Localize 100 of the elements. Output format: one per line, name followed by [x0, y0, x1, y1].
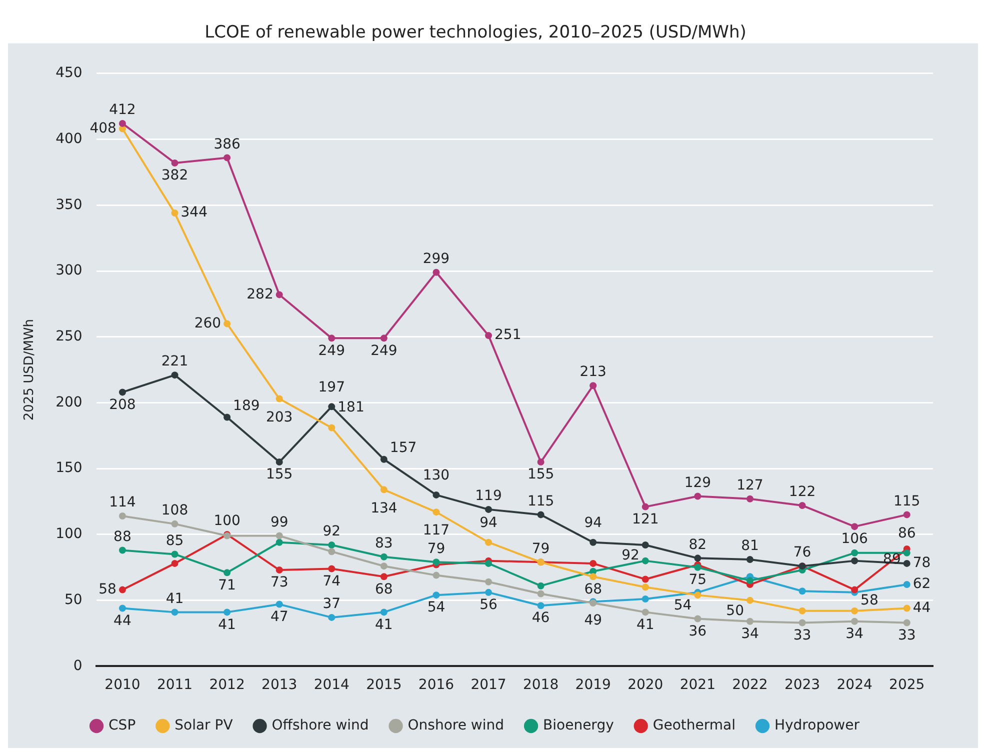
point — [642, 584, 649, 591]
data-label: 85 — [166, 532, 184, 549]
point — [746, 556, 754, 563]
data-label: 62 — [912, 576, 931, 592]
data-label: 117 — [422, 522, 450, 539]
data-label: 155 — [266, 466, 293, 483]
point — [642, 503, 649, 510]
data-label: 100 — [214, 513, 240, 530]
point — [380, 334, 388, 342]
y-tick-label: 350 — [56, 196, 82, 213]
data-label: 92 — [322, 524, 341, 540]
point — [224, 608, 231, 616]
x-tick-label: 2021 — [680, 677, 716, 694]
x-tick-label: 2016 — [418, 677, 454, 694]
data-label: 79 — [427, 540, 446, 557]
point — [380, 608, 388, 616]
point — [328, 614, 336, 621]
data-label: 99 — [270, 514, 288, 530]
point — [851, 557, 858, 564]
point — [485, 506, 492, 513]
point — [171, 608, 178, 616]
data-label: 197 — [318, 379, 346, 396]
data-label: 260 — [194, 315, 222, 332]
point — [276, 566, 283, 574]
data-label: 68 — [584, 581, 602, 598]
point — [851, 523, 858, 530]
legend-label: Offshore wind — [272, 718, 369, 734]
legend-label: CSP — [108, 718, 136, 734]
x-tick-label: 2010 — [104, 677, 140, 694]
x-tick-label: 2015 — [366, 677, 402, 694]
point — [276, 395, 283, 402]
data-label: 408 — [90, 120, 116, 136]
data-label: 81 — [741, 538, 759, 554]
data-label: 127 — [736, 478, 764, 494]
point — [851, 618, 858, 625]
x-tick-label: 2013 — [262, 677, 298, 694]
legend-label: Geothermal — [652, 718, 736, 734]
data-label: 74 — [322, 573, 341, 590]
data-label: 251 — [494, 327, 522, 344]
point — [276, 458, 283, 466]
point — [746, 495, 754, 502]
point — [432, 508, 440, 516]
x-tick-label: 2025 — [889, 677, 925, 694]
data-label: 249 — [318, 342, 346, 359]
x-tick-label: 2018 — [522, 677, 559, 694]
point — [694, 564, 702, 571]
point — [432, 592, 440, 599]
point — [171, 210, 178, 217]
data-label: 94 — [584, 515, 602, 532]
data-label: 189 — [233, 398, 260, 414]
y-tick-label: 150 — [56, 460, 82, 476]
x-tick-label: 2017 — [470, 677, 506, 694]
point — [903, 604, 910, 612]
legend-label: Solar PV — [174, 718, 234, 734]
data-label: 34 — [846, 626, 864, 642]
x-tick-label: 2014 — [314, 677, 350, 694]
data-label: 299 — [422, 250, 450, 267]
point — [537, 590, 544, 598]
point — [380, 553, 388, 560]
data-label: 41 — [218, 616, 236, 633]
point — [224, 569, 231, 576]
y-tick-label: 100 — [56, 526, 82, 542]
data-label: 129 — [684, 474, 712, 491]
data-label: 56 — [480, 597, 498, 614]
data-label: 75 — [688, 572, 707, 588]
data-label: 47 — [270, 608, 288, 625]
point — [380, 456, 388, 463]
data-label: 83 — [375, 536, 393, 552]
point — [590, 382, 597, 390]
point — [798, 607, 806, 614]
point — [224, 414, 231, 421]
point — [485, 588, 492, 596]
point — [642, 596, 649, 603]
point — [328, 403, 336, 410]
data-label: 155 — [527, 466, 554, 483]
point — [224, 320, 231, 328]
data-label: 121 — [632, 511, 659, 528]
point — [590, 573, 597, 580]
point — [903, 560, 910, 567]
point — [328, 424, 336, 432]
x-tick-label: 2020 — [628, 677, 664, 694]
data-label: 73 — [270, 574, 288, 591]
data-label: 382 — [161, 168, 188, 184]
x-tick-label: 2023 — [784, 677, 820, 694]
point — [432, 572, 440, 579]
y-tick-label: 200 — [56, 394, 82, 410]
data-label: 208 — [109, 396, 136, 413]
data-label: 82 — [688, 536, 707, 553]
data-label: 58 — [98, 581, 116, 598]
data-label: 78 — [912, 555, 931, 572]
point — [171, 550, 178, 558]
data-label: 115 — [527, 493, 554, 510]
point — [118, 586, 126, 594]
point — [694, 492, 702, 500]
point — [328, 542, 336, 549]
point — [851, 586, 858, 594]
data-label: 44 — [912, 600, 931, 616]
point — [118, 512, 126, 520]
data-label: 49 — [584, 612, 602, 628]
point — [224, 154, 231, 162]
